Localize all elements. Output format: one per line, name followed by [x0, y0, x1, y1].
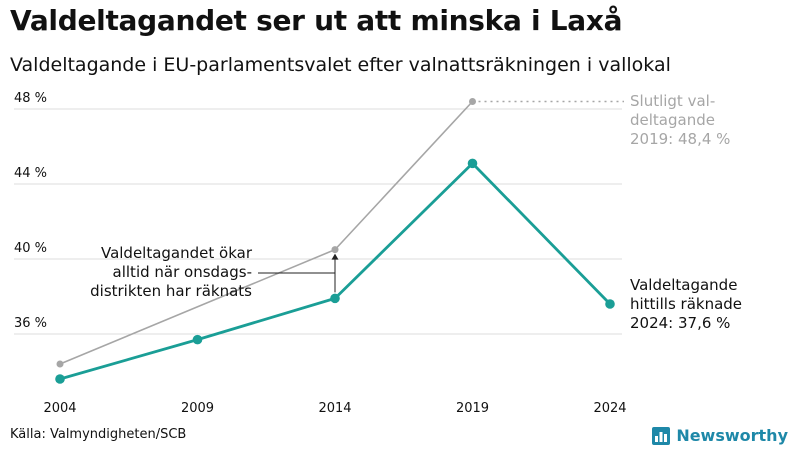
change-arrowhead	[331, 253, 339, 260]
series-line-final	[59, 100, 474, 365]
data-point-election_night	[467, 158, 478, 169]
x-tick-label: 2019	[456, 401, 489, 416]
chart-subtitle: Valdeltagande i EU-parlamentsvalet efter…	[10, 54, 671, 76]
wednesday-note-label: alltid när onsdags-	[113, 263, 252, 281]
current-turnout-label: hittills räknade	[630, 295, 742, 313]
y-tick-label: 48 %	[14, 91, 47, 106]
y-tick-label: 40 %	[14, 241, 47, 256]
brand-name: Newsworthy	[676, 426, 788, 445]
data-point-election_night	[605, 299, 615, 309]
brand-logo: Newsworthy	[652, 426, 788, 445]
final-turnout-label: Slutligt val-	[630, 92, 715, 110]
x-tick-label: 2014	[318, 401, 351, 416]
data-point-election_night	[55, 374, 65, 384]
bar-chart-logo-icon	[652, 426, 671, 445]
wednesday-note-label: distrikten har räknats	[90, 282, 252, 300]
current-turnout-label: Valdeltagande	[630, 276, 737, 294]
data-point-election_night	[330, 293, 340, 304]
final-turnout-label: deltagande	[630, 111, 715, 129]
data-point-election_night	[192, 334, 203, 345]
wednesday-note-label: Valdeltagandet ökar	[101, 244, 253, 262]
data-point-final	[469, 98, 476, 105]
y-tick-label: 44 %	[14, 166, 47, 181]
y-tick-label: 36 %	[14, 316, 47, 331]
data-point-final	[331, 246, 339, 254]
x-tick-label: 2004	[43, 401, 76, 416]
current-turnout-label: 2024: 37,6 %	[630, 314, 730, 332]
x-tick-label: 2009	[181, 401, 214, 416]
data-point-final	[56, 360, 64, 368]
source-note: Källa: Valmyndigheten/SCB	[10, 427, 187, 442]
x-tick-label: 2024	[593, 401, 626, 416]
chart-title: Valdeltagandet ser ut att minska i Laxå	[10, 4, 623, 37]
final-turnout-label: 2019: 48,4 %	[630, 130, 730, 148]
